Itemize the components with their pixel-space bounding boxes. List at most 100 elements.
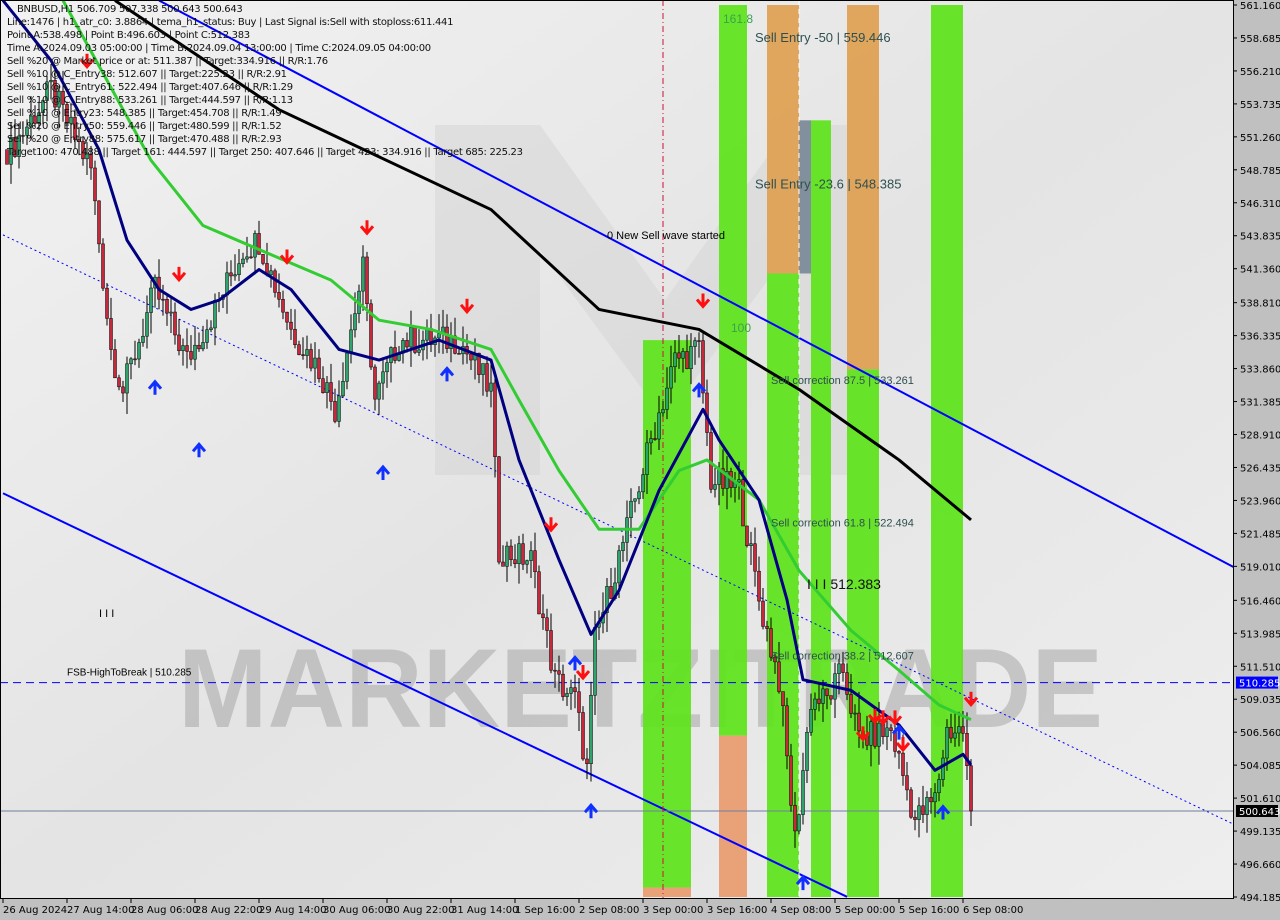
candle: [253, 233, 257, 258]
candle: [941, 757, 945, 780]
x-tick-label: 28 Aug 22:00: [195, 905, 262, 916]
y-tick-label: 548.785: [1240, 166, 1280, 177]
price-axis[interactable]: 561.160 558.685 556.210 553.735 551.260 548.7…: [1233, 1, 1280, 904]
candle: [661, 409, 665, 414]
candle: [577, 691, 581, 713]
candle: [629, 500, 633, 518]
fibo-zone: [847, 5, 879, 370]
candle: [321, 378, 325, 393]
candle: [329, 382, 333, 402]
candle: [653, 438, 657, 440]
candle: [177, 334, 181, 352]
candle: [257, 233, 261, 255]
info-line: Line:1476 | h1_atr_c0: 3.8864 | tema_h1_…: [7, 17, 454, 28]
candle: [765, 626, 769, 629]
candle: [537, 571, 541, 615]
candle: [957, 726, 961, 734]
x-tick-label: 1 Sep 16:00: [515, 905, 575, 916]
moving-average-line: [114, 0, 972, 522]
candle: [133, 358, 137, 361]
candle: [249, 256, 253, 259]
candle: [769, 628, 773, 658]
y-tick-label: 538.810: [1240, 299, 1280, 310]
candle: [877, 722, 881, 747]
x-tick-label: 2 Sep 08:00: [579, 905, 639, 916]
y-tick-label: 531.385: [1240, 398, 1280, 409]
candle: [829, 695, 833, 700]
candle: [669, 366, 673, 389]
candle: [513, 559, 517, 564]
y-tick-label: 504.085: [1240, 761, 1280, 772]
y-tick-label: 509.035: [1240, 695, 1280, 706]
chart-annotation: FSB-HighToBreak | 510.285: [67, 668, 192, 679]
candle: [853, 712, 857, 715]
price-badge-label: 500.643: [1239, 807, 1280, 818]
candle: [569, 687, 573, 694]
sell-arrow-icon: [963, 691, 979, 707]
y-tick-label: 533.860: [1240, 365, 1280, 376]
candle: [261, 254, 265, 264]
y-tick-label: 543.835: [1240, 232, 1280, 243]
candle: [953, 732, 957, 739]
candle: [965, 733, 969, 766]
buy-arrow-icon: [147, 379, 163, 395]
price-badge: [1236, 676, 1278, 689]
candle: [949, 727, 953, 739]
y-tick-label: 506.560: [1240, 728, 1280, 739]
sell-arrow-icon: [171, 266, 187, 283]
y-tick-label: 546.310: [1240, 199, 1280, 210]
candle: [45, 81, 49, 101]
candle: [121, 386, 125, 394]
candle: [721, 468, 725, 489]
x-tick-label: 3 Sep 16:00: [707, 905, 767, 916]
info-line: Sell %20 @ Entry50: 559.446 || Target:48…: [7, 121, 282, 132]
candle: [365, 256, 369, 305]
candle: [649, 438, 653, 444]
x-tick-label: 5 Sep 00:00: [835, 905, 895, 916]
candle: [849, 694, 853, 714]
candle: [713, 484, 717, 490]
candle: [369, 303, 373, 368]
buy-arrow-icon: [583, 802, 599, 819]
candle: [309, 349, 313, 369]
info-line: Sell %10 @ C_Entry61: 522.494 || Target:…: [7, 82, 293, 93]
fibo-zone: [719, 735, 747, 897]
buy-arrow-icon: [935, 804, 951, 820]
logo-watermark: [435, 125, 860, 475]
candle: [209, 327, 213, 330]
candle: [145, 312, 149, 337]
chart-annotation: Sell Entry -23.6 | 548.385: [755, 176, 901, 191]
x-tick-label: 30 Aug 06:00: [323, 905, 390, 916]
x-tick-label: 31 Aug 14:00: [451, 905, 518, 916]
candle: [197, 344, 201, 350]
candle: [213, 300, 217, 329]
candle: [593, 626, 597, 696]
candle: [129, 358, 133, 365]
candle: [61, 90, 65, 105]
candle: [17, 135, 21, 157]
candle: [633, 498, 637, 502]
y-tick-label: 526.435: [1240, 463, 1280, 474]
candle: [549, 630, 553, 671]
price-badge: [1236, 804, 1278, 817]
candle: [813, 698, 817, 710]
candle: [485, 363, 489, 392]
candle: [193, 344, 197, 360]
candle: [585, 758, 589, 765]
candle: [641, 474, 645, 493]
candle: [921, 805, 925, 815]
candle: [457, 353, 461, 355]
candle: [65, 104, 69, 124]
candle: [617, 550, 621, 584]
x-tick-label: 6 Sep 08:00: [963, 905, 1023, 916]
candle: [529, 550, 533, 561]
info-line: Sell %10 @ C_Entry38: 512.607 || Target:…: [7, 69, 287, 80]
candle: [753, 543, 757, 572]
candle: [385, 362, 389, 373]
candle: [101, 243, 105, 289]
candle: [745, 525, 749, 546]
info-line: Time A:2024.09.03 05:00:00 | Time B:2024…: [7, 43, 431, 54]
chart-annotation: I I I: [99, 608, 114, 620]
